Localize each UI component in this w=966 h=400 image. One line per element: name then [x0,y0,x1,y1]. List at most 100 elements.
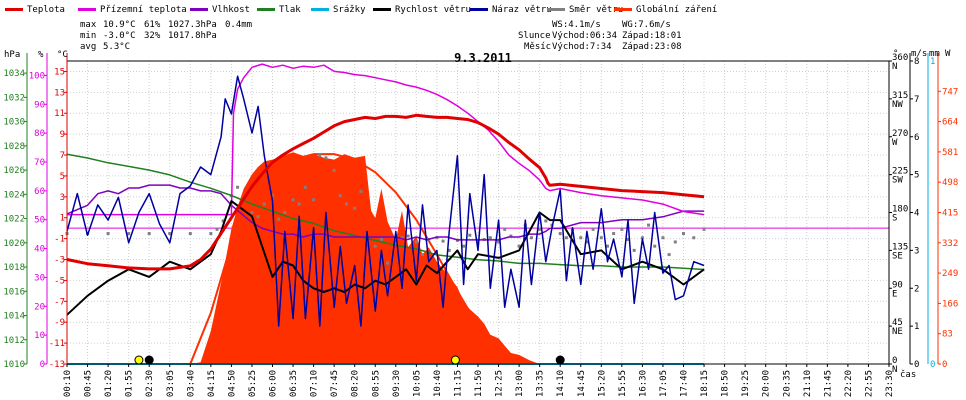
x-tick-label: 19:25 [741,370,751,397]
legend-swatch-press [257,8,275,11]
x-tick-label: 05:25 [248,370,258,397]
x-tick-label: 12:25 [495,370,505,397]
wind-direction-point [626,237,630,241]
legend-item-rain[interactable]: Srážky [311,5,366,15]
rain-axis-tick-label: 1 [930,57,935,67]
unit-mm: mm [929,49,940,59]
unit-cas: čas [900,369,916,380]
temperature-axis-tick-label: -5 [54,276,65,286]
direction-axis-cardinal-label: N [892,62,897,72]
axis-unit-labels: hPa % °C ° m/s mm W čas [4,49,951,380]
x-tick-label: 18:50 [721,370,731,397]
x-tick-label: 22:20 [844,370,854,397]
temperature-axis-tick-label: -11 [49,339,65,349]
x-tick-label: 01:20 [104,370,114,397]
direction-axis-tick-label: 315 [892,91,908,101]
series-clear-sky-radiation [189,153,516,365]
wind-direction-point [503,227,507,231]
radiation-axis-tick-label: 332 [942,239,958,249]
legend-item-rad[interactable]: Globální záření [614,5,717,15]
radiation-axis-tick-label: 747 [942,87,958,97]
wind-direction-point [529,236,533,240]
x-tick-label: 15:55 [618,370,628,397]
wind-direction-point [271,194,274,198]
wind-direction-point [653,244,657,248]
legend-swatch-gust [470,8,488,11]
pressure-axis-tick-label: 1016 [3,287,25,297]
direction-axis-cardinal-label: NW [892,100,903,110]
legend-item-ground[interactable]: Přízemní teplota [78,5,187,15]
legend-item-temp[interactable]: Teplota [5,5,65,15]
stat-avg-temp: 5.3°C [103,42,130,52]
wind-direction-point [312,198,316,202]
humidity-axis-tick-label: 90 [34,100,45,110]
legend-item-press[interactable]: Tlak [257,5,301,15]
x-tick-label: 10:40 [433,370,443,397]
x-tick-label: 00:10 [63,370,73,397]
wind-direction-point [509,234,513,238]
axes-layer: 1034103210301028102610241022102010181016… [3,53,958,397]
humidity-axis-tick-label: 30 [34,273,45,283]
wind-direction-point [283,211,287,214]
pressure-axis-tick-label: 1030 [3,118,25,128]
unit-hpa: hPa [4,50,20,60]
legend-item-hum[interactable]: Vlhkost [190,5,250,15]
x-tick-label: 04:15 [207,370,217,397]
humidity-axis-tick-label: 80 [34,129,45,139]
wind-direction-point [236,185,240,189]
temperature-axis-tick-label: 7 [60,151,65,161]
temperature-axis-tick-label: 13 [54,88,65,98]
humidity-axis-tick-label: 60 [34,187,45,197]
sunset-marker [450,355,460,365]
wind-wg: WG:7.6m/s [622,20,671,30]
x-tick-label: 07:10 [310,370,320,397]
wind-direction-point [106,232,110,236]
x-tick-label: 08:20 [351,370,361,397]
moon-rise: Východ:7:34 [552,42,612,52]
legend-label-hum: Vlhkost [212,5,250,15]
temperature-axis-tick-label: -9 [54,318,65,328]
wind-direction-point [585,240,589,244]
x-tick-label: 14:10 [556,370,566,397]
x-tick-label: 00:45 [84,370,94,397]
wind-direction-point [332,168,336,172]
legend-item-dir[interactable]: Směr větru [547,5,623,15]
wind-direction-point [640,236,644,240]
x-tick-label: 22:55 [864,370,874,397]
legend-item-wind[interactable]: Rychlost větru [373,5,471,15]
wind-direction-point [462,244,466,248]
wind-direction-point [620,227,624,231]
wind-direction-point [215,227,219,231]
pressure-axis-tick-label: 1024 [3,190,25,200]
radiation-axis-tick-label: 415 [942,209,958,219]
x-tick-label: 02:30 [145,370,155,397]
direction-axis-cardinal-label: E [892,289,897,299]
x-tick-label: 01:55 [125,370,135,397]
temperature-axis-tick-label: 11 [54,109,65,119]
rain-axis-tick-label: 0 [930,360,935,370]
wind-direction-point [221,219,225,223]
direction-axis-cardinal-label: S [892,214,897,224]
sun-set: Západ:18:01 [622,31,682,41]
x-tick-label: 06:00 [269,370,279,397]
stat-min-hum: 32% [144,31,161,41]
pressure-axis-tick-label: 1018 [3,263,25,273]
series-ground-temperature [67,63,705,216]
wind-direction-point [605,244,609,248]
unit-w: W [945,49,951,59]
legend-swatch-rad [614,8,632,11]
wind-direction-point [188,232,192,236]
temperature-axis-tick-label: -1 [54,235,65,245]
wind-direction-point [632,248,636,252]
x-tick-label: 07:45 [330,370,340,397]
moon-label: Měsíc [524,42,551,52]
wind-direction-point [324,156,328,160]
legend-label-rad: Globální záření [636,5,717,15]
chart-date-title: 9.3.2011 [454,51,512,65]
stat-max-label: max [80,20,97,30]
legend-item-gust[interactable]: Náraz větru [470,5,552,15]
wind-direction-point [291,198,295,202]
wind-direction-point [517,244,521,248]
stat-max-temp: 10.9°C [103,20,136,30]
